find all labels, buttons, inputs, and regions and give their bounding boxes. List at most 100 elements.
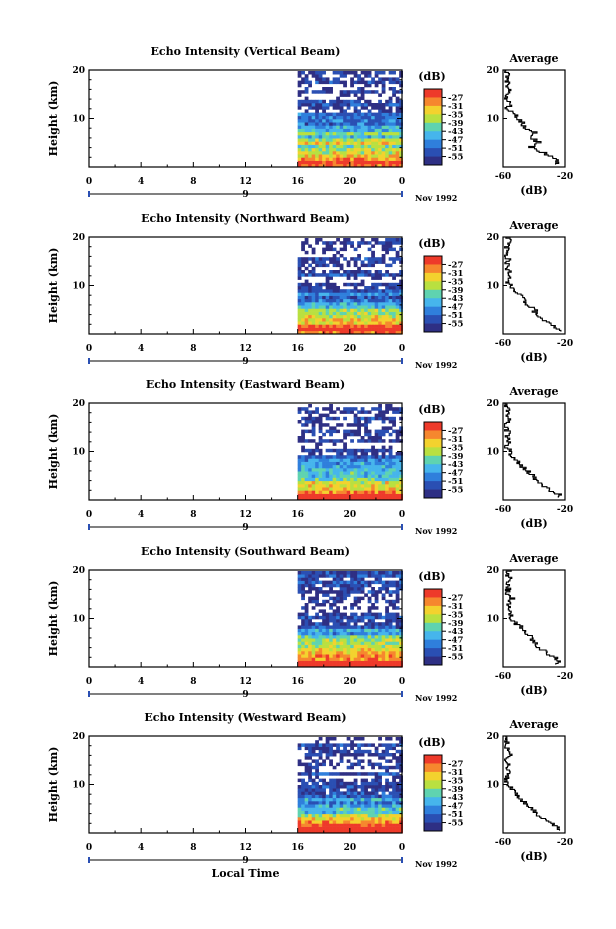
heatmap-cell [332,804,337,808]
heatmap-cell [315,638,319,642]
heatmap-cell [315,416,319,421]
average-title: Average [508,718,558,731]
heatmap-cell [304,279,309,284]
heatmap-cell [325,263,330,268]
heatmap-cell [395,490,400,494]
heatmap-cell [367,330,372,335]
heatmap-cell [297,493,302,498]
heatmap-cell [378,141,382,145]
heatmap-cell [385,112,389,117]
heatmap-cell [357,628,361,633]
heatmap-cell [371,496,375,501]
heatmap-cell [297,147,302,152]
heatmap-cell [388,496,393,501]
heatmap-cell [381,829,386,834]
heatmap-cell [336,96,340,101]
heatmap-cell [360,480,365,485]
heatmap-cell [318,647,323,652]
average-y-tick-label: 10 [486,781,499,791]
heatmap-cell [388,817,393,821]
heatmap-cell [343,823,347,827]
heatmap-cell [392,484,396,488]
heatmap-cell [332,119,337,123]
heatmap-cell [374,311,379,316]
heatmap-cell [311,311,316,316]
heatmap-cell [399,826,403,831]
heatmap-cell [301,429,305,434]
heatmap-cell [332,638,337,642]
heatmap-cell [381,432,386,437]
average-profile-line [504,569,561,665]
heatmap-cell [399,823,403,827]
heatmap-cell [343,590,347,594]
heatmap-cell [318,746,323,751]
heatmap-cell [322,241,326,245]
heatmap-cell [332,241,337,245]
heatmap-cell [378,574,382,578]
heatmap-cell [311,817,316,821]
heatmap-cell [399,471,403,475]
heatmap-cell [318,99,323,104]
heatmap-cell [385,318,389,322]
heatmap-cell [329,477,333,482]
heatmap-cell [339,651,344,655]
heatmap-cell [392,797,396,802]
heatmap-cell [318,660,323,665]
heatmap-cell [357,241,361,245]
heatmap-cell [311,125,316,129]
heatmap-cell [336,663,340,668]
heatmap-cell [350,628,354,633]
heatmap-cell [311,606,316,610]
colorbar-frame [423,255,443,333]
heatmap-cell [297,436,302,440]
heatmap-cell [385,574,389,578]
heatmap-cell [318,103,323,107]
heatmap-cell [339,311,344,316]
heatmap-cell [301,314,305,319]
heatmap-cell [364,298,368,303]
heatmap-cell [374,625,379,629]
panel-1: Echo Intensity (Vertical Beam)2010Height… [47,45,573,203]
heatmap-cell [364,826,368,831]
heatmap-cell [388,77,393,81]
heatmap-cell [360,826,365,831]
heatmap-cell [308,151,312,155]
heatmap-cell [325,749,330,754]
heatmap-cell [308,651,312,655]
heatmap-cell [311,321,316,325]
heatmap-cell [378,302,382,306]
heatmap-cell [353,141,358,145]
heatmap-cell [367,599,372,604]
heatmap-cell [329,128,333,133]
heatmap-cell [395,612,400,617]
heatmap-cell [374,817,379,821]
heatmap-cell [311,487,316,491]
heatmap-cell [308,115,312,120]
heatmap-cell [374,794,379,799]
heatmap-cell [329,641,333,645]
heatmap-cell [329,810,333,815]
heatmap-cell [350,83,354,88]
heatmap-cell [374,615,379,620]
heatmap-cell [378,641,382,645]
heatmap-cell [381,797,386,802]
heatmap-cell [381,596,386,601]
heatmap-cell [308,71,312,75]
heatmap-cell [322,487,326,491]
heatmap-cell [322,599,326,604]
heatmap-cell [374,471,379,475]
heatmap-cell [322,90,326,94]
heatmap-cell [381,490,386,494]
heatmap-cell [374,785,379,789]
heatmap-cell [364,804,368,808]
heatmap-cell [399,813,403,818]
heatmap-cell [374,289,379,293]
heatmap-cell [311,663,316,668]
heatmap-cell [297,474,302,478]
heatmap-cell [301,282,305,287]
heatmap-cell [322,628,326,633]
heatmap-cell [339,135,344,139]
heatmap-cell [350,644,354,649]
heatmap-cell [374,820,379,824]
heatmap-cell [399,749,403,754]
